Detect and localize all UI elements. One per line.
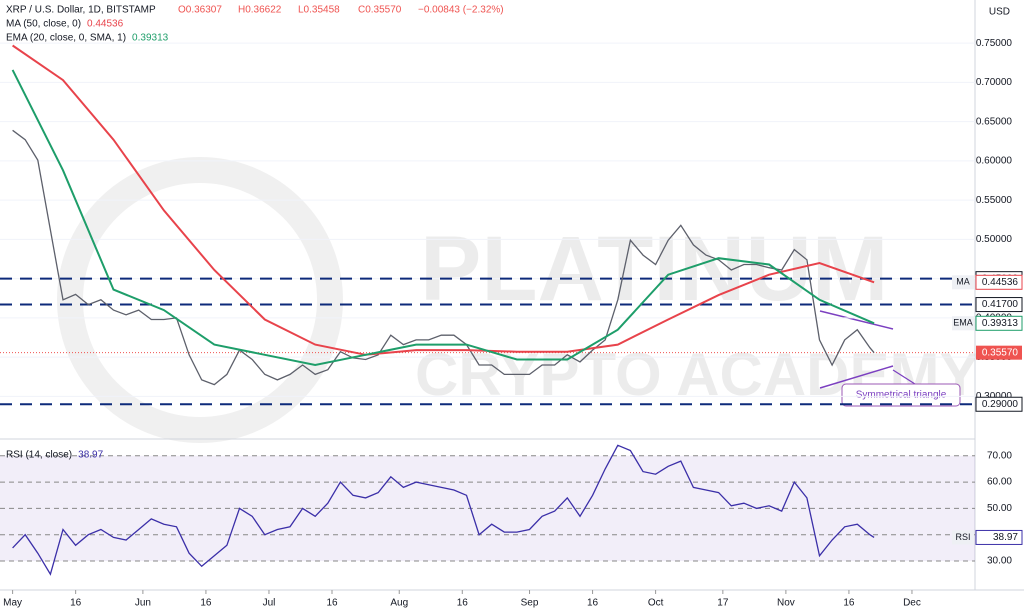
ohlc-value: O0.36307 (178, 5, 222, 16)
ohlc-value: H0.36622 (238, 5, 282, 16)
legend-entry: EMA (20, close, 0, SMA, 1) (6, 33, 126, 44)
x-tick-label: 17 (717, 598, 729, 609)
y-tick-label: 70.00 (987, 450, 1012, 461)
series-line (12, 129, 875, 386)
level-label: 0.41700 (982, 299, 1019, 310)
series-tag-name: RSI (955, 532, 970, 542)
y-tick-label: 0.60000 (976, 156, 1013, 167)
y-tick-label: 60.00 (987, 477, 1012, 488)
watermark-text: PLATINUM (420, 218, 888, 320)
watermark-ring (57, 157, 343, 443)
x-tick-label: Jun (135, 598, 151, 609)
annotation-text: Symmetrical triangle (856, 390, 947, 401)
legend-value: 38.97 (78, 450, 103, 461)
x-tick-label: Oct (648, 598, 664, 609)
series-value-label: 38.97 (993, 532, 1018, 543)
annotation-box (841, 383, 961, 407)
series-tag (952, 275, 974, 290)
y-tick-label: 0.65000 (976, 116, 1013, 127)
series-tag-name: EMA (953, 318, 973, 328)
y-tick-label: 0.55000 (976, 195, 1013, 206)
legend-entry: RSI (14, close) (6, 450, 72, 461)
series-value-tag (975, 274, 1023, 290)
y-tick-label: 30.00 (987, 556, 1012, 567)
ohlc-value: L0.35458 (298, 5, 340, 16)
x-tick-label: Nov (777, 598, 795, 609)
level-label: 0.29000 (982, 399, 1019, 410)
annotation-arrow (892, 369, 916, 385)
x-tick-label: 16 (70, 598, 82, 609)
last-price-label: 0.35570 (982, 347, 1019, 358)
x-tick-label: 16 (326, 598, 338, 609)
x-tick-label: Jul (263, 598, 276, 609)
y-tick-label: 0.70000 (976, 77, 1013, 88)
series-value-label: 0.44536 (982, 277, 1019, 288)
series-value-tag (975, 315, 1023, 331)
symbol-title: XRP / U.S. Dollar, 1D, BITSTAMP (6, 5, 156, 16)
unit-label: USD (989, 7, 1010, 18)
legend-entry: MA (50, close, 0) (6, 19, 81, 30)
legend-value: 0.39313 (132, 33, 169, 44)
ohlc-value: C0.35570 (358, 5, 402, 16)
x-tick-label: 16 (200, 598, 212, 609)
series-value-label: 0.39313 (982, 318, 1019, 329)
series-line (12, 444, 875, 576)
series-tag (952, 316, 974, 331)
series-value-tag (975, 529, 1023, 545)
x-tick-label: 16 (843, 598, 855, 609)
series-tag-name: MA (956, 277, 970, 287)
x-tick-label: Sep (521, 598, 539, 609)
y-tick-label: 0.75000 (976, 38, 1013, 49)
series-tag (952, 530, 974, 545)
trendline (819, 310, 894, 330)
level-tag (975, 297, 1023, 313)
y-tick-label: 0.30000 (976, 391, 1013, 402)
change-value: −0.00843 (−2.32%) (418, 5, 504, 16)
level-tag (975, 396, 1023, 412)
series-line (12, 44, 875, 356)
legend-value: 0.44536 (87, 19, 124, 30)
x-tick-label: May (3, 598, 22, 609)
x-tick-label: 16 (587, 598, 599, 609)
y-tick-label: 50.00 (987, 503, 1012, 514)
x-tick-label: Aug (390, 598, 408, 609)
trendline (819, 365, 894, 389)
y-tick-label: 0.50000 (976, 234, 1013, 245)
x-tick-label: 16 (457, 598, 469, 609)
series-line (11, 69, 875, 367)
x-tick-label: Dec (903, 598, 921, 609)
last-price-tag (976, 345, 1022, 360)
